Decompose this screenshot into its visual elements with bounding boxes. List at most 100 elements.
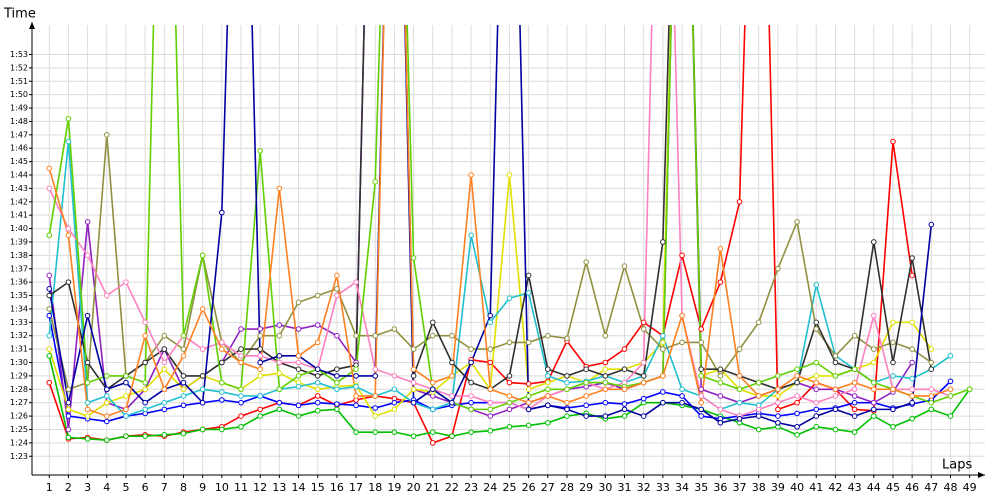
lap-point (947, 386, 954, 393)
lap-point (334, 272, 340, 279)
lap-point (46, 272, 53, 279)
lap-point (84, 406, 91, 413)
lap-point (621, 413, 628, 419)
x-tick-label: 48 (943, 481, 957, 494)
lap-point (679, 312, 685, 319)
x-tick-label: 34 (675, 481, 689, 494)
lap-point (238, 423, 244, 430)
lap-point (334, 406, 340, 413)
lap-point (621, 346, 628, 352)
lap-point (679, 393, 685, 399)
lap-point (947, 353, 954, 359)
lap-point (314, 399, 321, 406)
lap-point (966, 386, 973, 393)
x-tick-label: 36 (713, 481, 727, 494)
lap-point (736, 415, 743, 422)
x-tick-label: 16 (330, 481, 344, 494)
lap-point (487, 312, 494, 319)
lap-point (276, 185, 283, 192)
lap-point (65, 138, 72, 145)
x-tick-label: 22 (445, 481, 459, 494)
lap-point (679, 386, 685, 393)
lap-point (334, 379, 340, 386)
x-tick-label: 25 (502, 481, 516, 494)
lap-point (928, 399, 935, 406)
lap-point (794, 219, 800, 225)
lap-point (775, 399, 781, 406)
lap-point (84, 252, 91, 259)
lap-point (602, 399, 609, 406)
lap-point (84, 312, 91, 319)
lap-point (238, 353, 244, 359)
lap-point (46, 185, 53, 192)
lap-point (679, 252, 685, 259)
x-tick-label: 42 (828, 481, 842, 494)
lap-point (199, 426, 206, 433)
lap-point (564, 386, 570, 393)
lap-point (103, 437, 110, 443)
lap-point (890, 319, 896, 326)
lap-point (199, 373, 206, 379)
lap-point (314, 393, 321, 399)
lap-point (46, 346, 53, 352)
x-tick-label: 8 (180, 481, 187, 494)
x-tick-label: 20 (407, 481, 421, 494)
lap-point (487, 386, 494, 393)
x-tick-label: 14 (292, 481, 306, 494)
lap-point (813, 326, 820, 332)
lap-point (698, 393, 705, 399)
lap-point (199, 346, 206, 352)
lap-point (660, 399, 666, 406)
lap-point (506, 339, 513, 346)
lap-point (276, 406, 283, 413)
lap-point (257, 406, 263, 413)
lap-point (698, 399, 705, 406)
lap-point (813, 319, 820, 326)
x-tick-label: 26 (522, 481, 536, 494)
lap-point (410, 366, 417, 372)
lap-point (219, 426, 225, 433)
lap-point (334, 292, 340, 299)
lap-point (353, 383, 359, 390)
lap-point (717, 393, 724, 399)
lap-point (698, 326, 705, 332)
lap-point (449, 433, 455, 439)
lap-point (257, 326, 263, 332)
lap-point (832, 353, 839, 359)
lap-point (65, 225, 72, 232)
x-tick-label: 4 (103, 481, 110, 494)
x-tick-label: 12 (253, 481, 267, 494)
lap-point (890, 373, 896, 379)
x-arrow (978, 472, 985, 478)
lap-point (468, 359, 474, 366)
lap-point (545, 386, 551, 393)
lap-point (46, 232, 53, 239)
lap-point (813, 386, 820, 393)
lap-point (257, 346, 263, 352)
lap-point (103, 132, 110, 138)
lap-point (468, 399, 474, 406)
x-tick-label: 11 (234, 481, 248, 494)
lap-point (219, 346, 225, 352)
lap-point (832, 386, 839, 393)
lap-point (161, 386, 168, 393)
lap-point (372, 332, 379, 339)
y-tick-label: 1:44 (10, 171, 28, 180)
lap-point (832, 359, 839, 366)
lap-point (314, 292, 321, 299)
lap-point (870, 406, 877, 413)
lap-point (755, 393, 762, 399)
lap-point (755, 319, 762, 326)
x-tick-label: 10 (215, 481, 229, 494)
y-tick-label: 1:29 (10, 371, 28, 380)
x-tick-label: 49 (963, 481, 977, 494)
lap-point (890, 406, 896, 413)
series-line (48, 25, 951, 417)
lap-point (487, 346, 494, 352)
lap-point (410, 399, 417, 406)
lap-point (372, 413, 379, 419)
lap-point (410, 386, 417, 393)
lap-point (65, 426, 72, 433)
y-tick-label: 1:49 (10, 104, 28, 113)
y-tick-label: 1:53 (10, 50, 28, 59)
